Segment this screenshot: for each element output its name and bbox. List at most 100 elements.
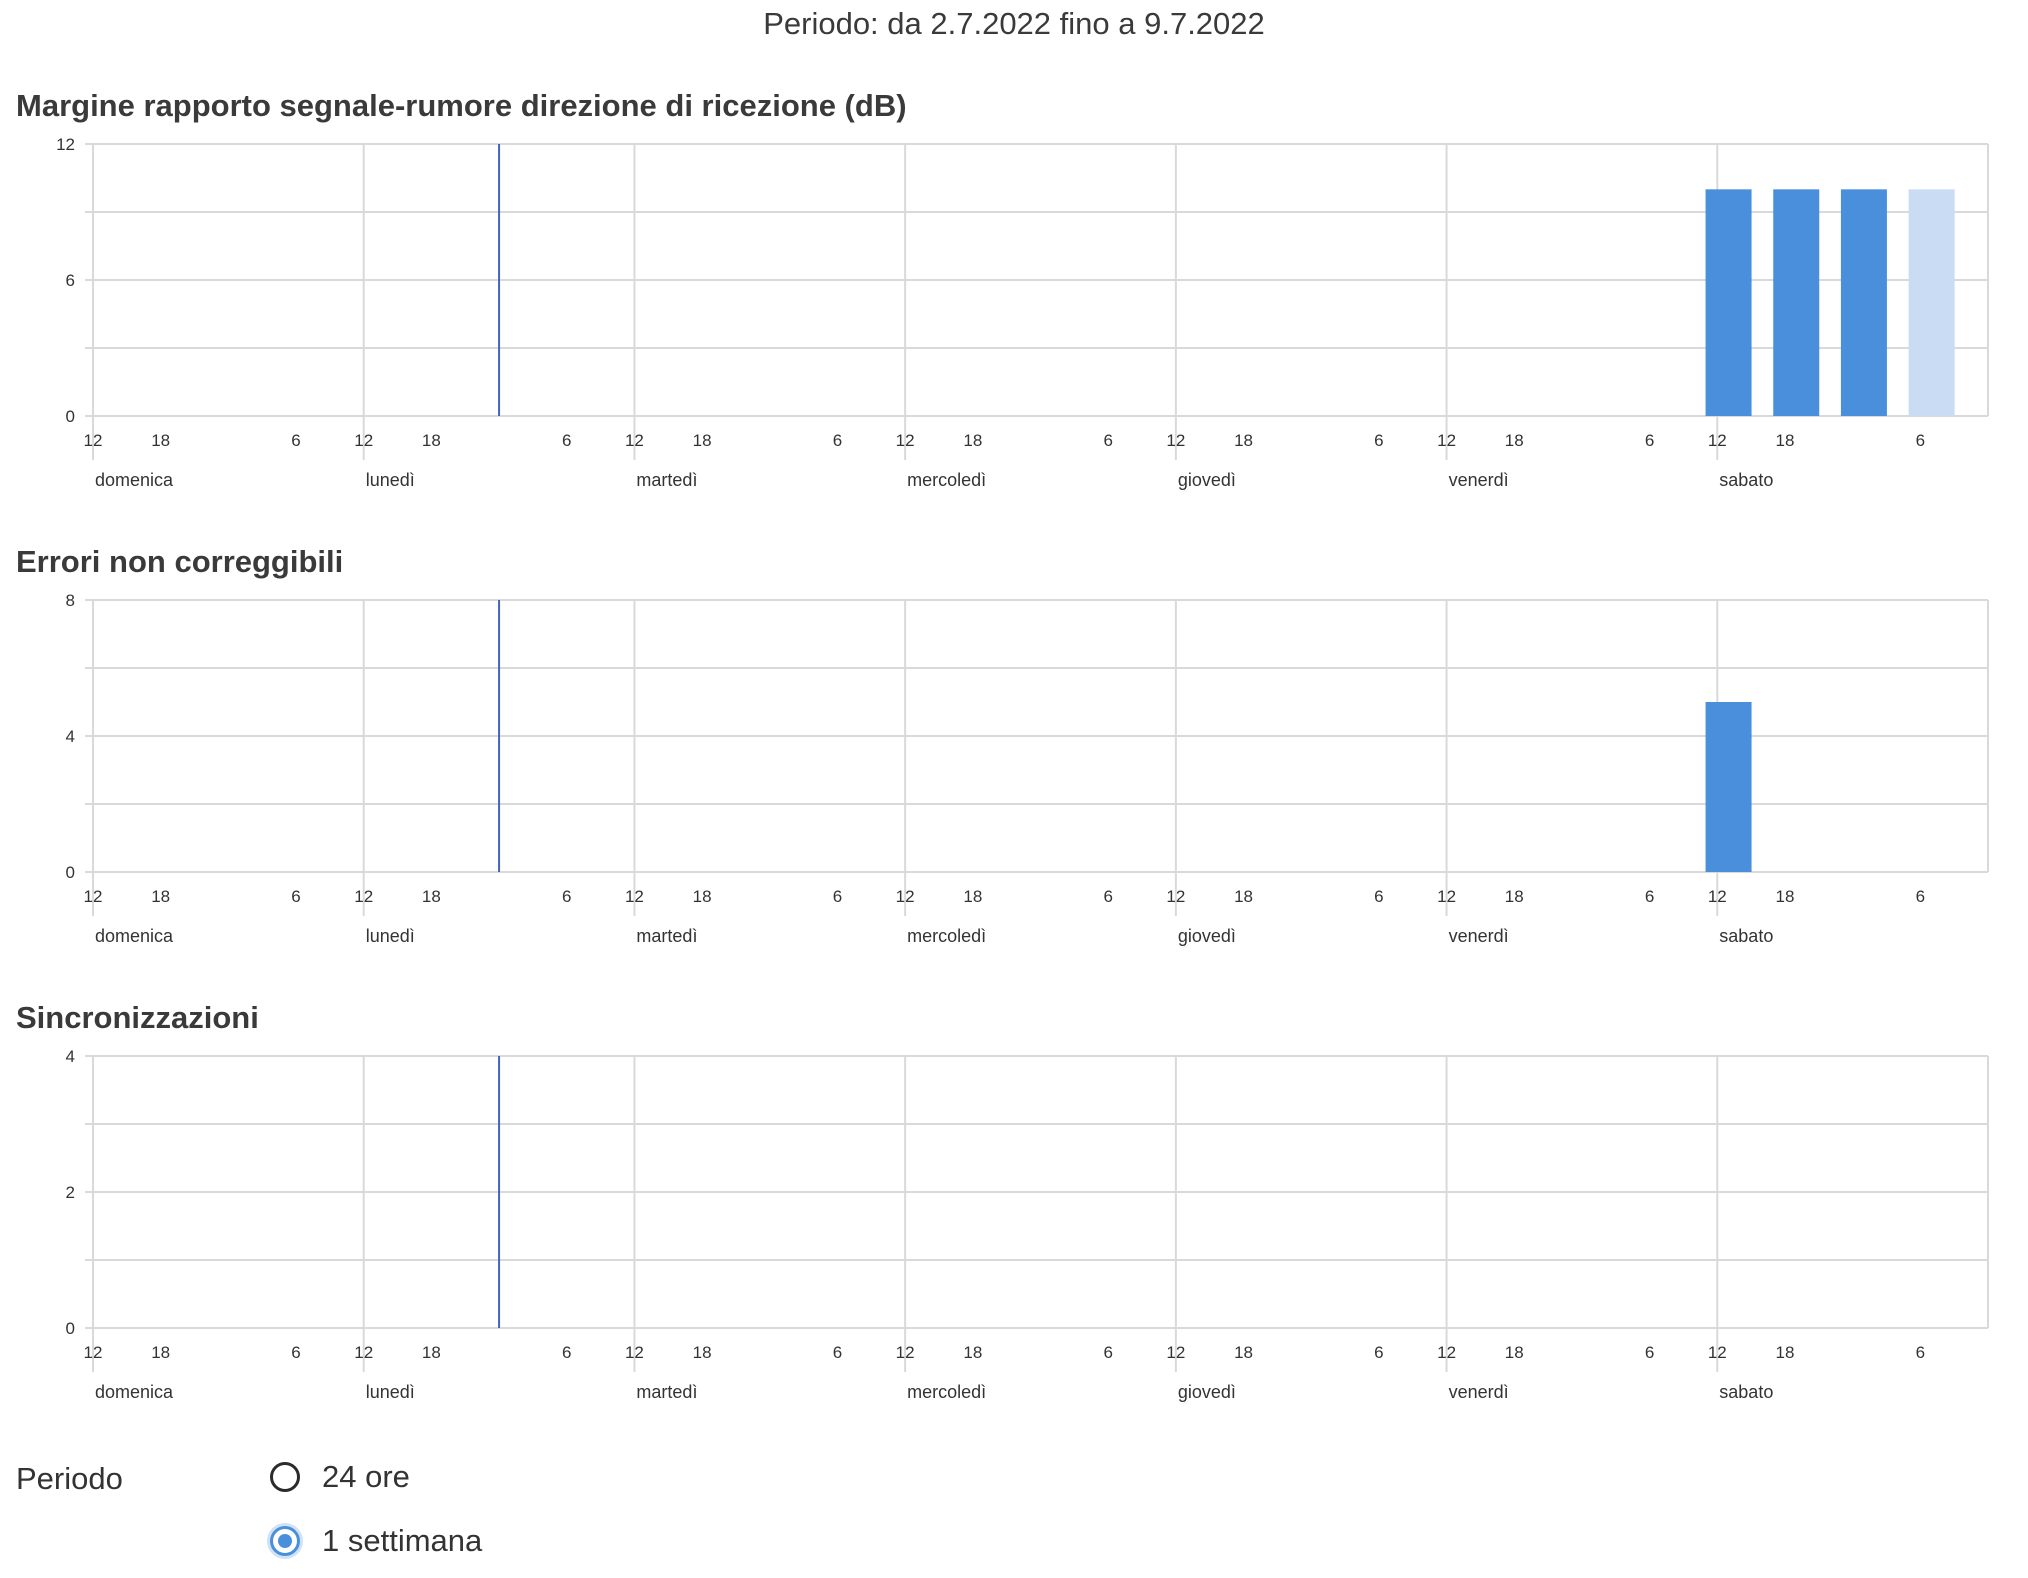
day-label: giovedì: [1178, 926, 1236, 946]
data-bar: [1705, 702, 1752, 872]
chart-title: Margine rapporto segnale-rumore direzion…: [16, 88, 907, 123]
y-tick-label: 12: [56, 135, 75, 154]
x-tick-label: 6: [1103, 887, 1112, 906]
chart-title: Sincronizzazioni: [16, 1000, 259, 1035]
day-label: giovedì: [1178, 1382, 1236, 1402]
day-label: sabato: [1719, 926, 1773, 946]
day-label: lunedì: [366, 926, 415, 946]
y-tick-label: 6: [66, 271, 75, 290]
x-tick-label: 12: [1437, 431, 1456, 450]
x-tick-label: 6: [1103, 1343, 1112, 1362]
data-bar: [1773, 189, 1820, 416]
x-tick-label: 12: [1437, 887, 1456, 906]
day-label: mercoledì: [907, 926, 986, 946]
x-tick-label: 12: [84, 887, 103, 906]
data-bar: [1840, 189, 1887, 416]
period-label: Periodo: [16, 1461, 123, 1496]
x-tick-label: 18: [1505, 1343, 1524, 1362]
day-label: venerdì: [1449, 926, 1509, 946]
x-tick-label: 18: [422, 1343, 441, 1362]
day-label: mercoledì: [907, 1382, 986, 1402]
x-tick-label: 18: [151, 431, 170, 450]
day-label: lunedì: [366, 470, 415, 490]
x-tick-label: 12: [354, 887, 373, 906]
x-tick-label: 6: [1645, 887, 1654, 906]
x-tick-label: 6: [1374, 1343, 1383, 1362]
x-tick-label: 12: [84, 1343, 103, 1362]
data-bar: [1908, 189, 1955, 416]
y-tick-label: 0: [66, 407, 75, 426]
x-tick-label: 12: [896, 1343, 915, 1362]
x-tick-label: 18: [1505, 887, 1524, 906]
day-label: sabato: [1719, 1382, 1773, 1402]
x-tick-label: 12: [625, 431, 644, 450]
day-label: domenica: [95, 470, 174, 490]
x-tick-label: 6: [562, 431, 571, 450]
data-bar: [1705, 189, 1752, 416]
day-label: martedì: [636, 1382, 697, 1402]
x-tick-label: 6: [1916, 887, 1925, 906]
x-tick-label: 18: [151, 887, 170, 906]
x-tick-label: 18: [963, 887, 982, 906]
x-tick-label: 12: [896, 887, 915, 906]
x-tick-label: 6: [562, 887, 571, 906]
period-header: Periodo: da 2.7.2022 fino a 9.7.2022: [763, 6, 1265, 41]
x-tick-label: 6: [1645, 1343, 1654, 1362]
day-label: mercoledì: [907, 470, 986, 490]
x-tick-label: 6: [291, 887, 300, 906]
x-tick-label: 12: [1708, 887, 1727, 906]
y-tick-label: 4: [66, 1047, 75, 1066]
y-tick-label: 4: [66, 727, 75, 746]
x-tick-label: 18: [1234, 887, 1253, 906]
x-tick-label: 12: [1166, 431, 1185, 450]
day-label: giovedì: [1178, 470, 1236, 490]
x-tick-label: 12: [1437, 1343, 1456, 1362]
day-label: sabato: [1719, 470, 1773, 490]
x-tick-label: 12: [354, 1343, 373, 1362]
y-tick-label: 8: [66, 591, 75, 610]
y-tick-label: 2: [66, 1183, 75, 1202]
x-tick-label: 6: [291, 1343, 300, 1362]
x-tick-label: 12: [625, 887, 644, 906]
radio-dot: [278, 1534, 292, 1548]
x-tick-label: 18: [1234, 1343, 1253, 1362]
period-selector: Periodo 24 ore 1 settimana: [0, 1455, 2028, 1575]
x-tick-label: 12: [84, 431, 103, 450]
radio-1-week[interactable]: 1 settimana: [270, 1519, 482, 1563]
day-label: lunedì: [366, 1382, 415, 1402]
radio-24-hours[interactable]: 24 ore: [270, 1455, 410, 1499]
x-tick-label: 12: [625, 1343, 644, 1362]
x-tick-label: 18: [693, 1343, 712, 1362]
uncorrectable-errors-chart-plot: 0 4 8 12 18 6 12 18 6 12 18 6 12 18 6 12 18 6 12 18 6 12 18 6 do…: [66, 591, 1989, 946]
x-tick-label: 18: [1776, 887, 1795, 906]
x-tick-label: 6: [1103, 431, 1112, 450]
day-label: martedì: [636, 470, 697, 490]
x-tick-label: 6: [833, 887, 842, 906]
x-tick-label: 18: [151, 1343, 170, 1362]
x-tick-label: 18: [1776, 431, 1795, 450]
x-tick-label: 6: [833, 1343, 842, 1362]
x-tick-label: 6: [1916, 431, 1925, 450]
day-label: venerdì: [1449, 1382, 1509, 1402]
x-tick-label: 18: [963, 431, 982, 450]
x-tick-label: 6: [833, 431, 842, 450]
chart-title: Errori non correggibili: [16, 544, 344, 579]
x-tick-label: 18: [422, 431, 441, 450]
x-tick-label: 18: [693, 431, 712, 450]
synchronizations-chart-plot: 0 2 4 12 18 6 12 18 6 12 18 6 12 18 6 12 18 6 12 18 6 12 18 6 do…: [66, 1047, 1989, 1402]
radio-unchecked-icon[interactable]: [270, 1462, 300, 1492]
x-tick-label: 18: [422, 887, 441, 906]
y-tick-label: 0: [66, 1319, 75, 1338]
y-tick-label: 0: [66, 863, 75, 882]
x-tick-label: 18: [963, 1343, 982, 1362]
day-label: domenica: [95, 926, 174, 946]
x-tick-label: 18: [693, 887, 712, 906]
day-label: domenica: [95, 1382, 174, 1402]
x-tick-label: 12: [1708, 431, 1727, 450]
x-tick-label: 6: [1374, 887, 1383, 906]
radio-checked-icon[interactable]: [270, 1526, 300, 1556]
day-label: venerdì: [1449, 470, 1509, 490]
x-tick-label: 18: [1776, 1343, 1795, 1362]
day-label: martedì: [636, 926, 697, 946]
